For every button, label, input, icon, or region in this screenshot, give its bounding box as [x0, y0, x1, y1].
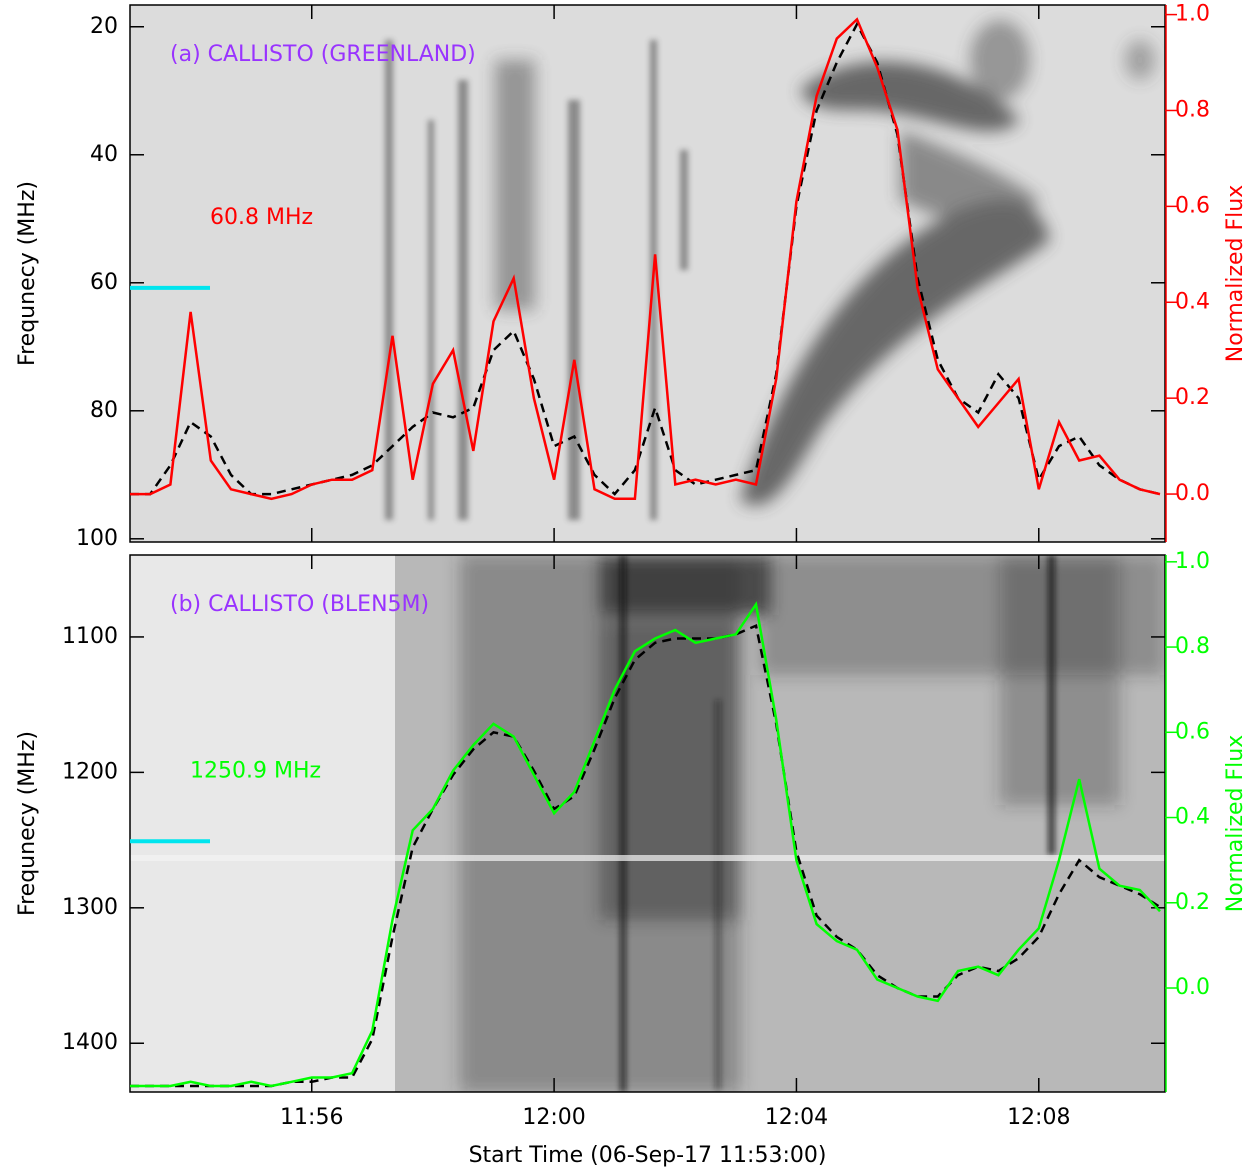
- flux-curve: [130, 601, 1161, 1088]
- panel-title: (b) CALLISTO (BLEN5M): [170, 592, 429, 617]
- y2-tick-label: 0.6: [1175, 719, 1210, 744]
- x-tick-label: 11:56: [280, 1105, 343, 1130]
- series-label: 1250.9 MHz: [190, 758, 321, 783]
- y2-tick-label: 0.4: [1175, 289, 1210, 314]
- x-tick-label: 12:04: [765, 1105, 828, 1130]
- series-label: 60.8 MHz: [210, 205, 313, 230]
- smoothed-curve: [130, 21, 1161, 496]
- y2-axis-label: Normalized Flux: [1223, 735, 1248, 912]
- panel-title: (a) CALLISTO (GREENLAND): [170, 42, 476, 67]
- series-group: [130, 17, 1161, 501]
- x-tick-label: 12:00: [522, 1105, 585, 1130]
- y-tick-label: 1200: [62, 759, 118, 784]
- y2-tick-label: 0.8: [1175, 97, 1210, 122]
- y2-tick-label: 1.0: [1175, 549, 1210, 574]
- x-axis-label: Start Time (06-Sep-17 11:53:00): [469, 1143, 827, 1168]
- y-tick-label: 1400: [62, 1030, 118, 1055]
- frame-b: [129, 554, 1166, 1093]
- y-axis-label: Frequnecy (MHz): [15, 181, 40, 366]
- y-tick-label: 1100: [62, 624, 118, 649]
- y2-axis-label: Normalized Flux: [1223, 185, 1248, 362]
- y-tick-label: 60: [90, 270, 118, 295]
- y2-tick-label: 0.4: [1175, 805, 1210, 830]
- y-tick-label: 40: [90, 142, 118, 167]
- y2-tick-label: 0.0: [1175, 481, 1210, 506]
- flux-curve: [130, 17, 1161, 501]
- y2-tick-label: 0.8: [1175, 634, 1210, 659]
- frame-a: [129, 4, 1166, 543]
- spectrogram-a: [130, 5, 1165, 542]
- spectrogram-b: [130, 555, 1165, 1092]
- y2-tick-label: 0.0: [1175, 975, 1210, 1000]
- x-tick-label: 12:08: [1007, 1105, 1070, 1130]
- y-tick-label: 20: [90, 14, 118, 39]
- series-group: [130, 601, 1161, 1088]
- y2-tick-label: 0.6: [1175, 193, 1210, 218]
- y2-tick-label: 1.0: [1175, 2, 1210, 27]
- y2-tick-label: 0.2: [1175, 385, 1210, 410]
- smoothed-curve: [130, 623, 1161, 1088]
- y-tick-label: 80: [90, 398, 118, 423]
- y-tick-label: 1300: [62, 895, 118, 920]
- y2-tick-label: 0.2: [1175, 890, 1210, 915]
- y-tick-label: 100: [76, 526, 118, 551]
- y-axis-label: Frequnecy (MHz): [15, 731, 40, 916]
